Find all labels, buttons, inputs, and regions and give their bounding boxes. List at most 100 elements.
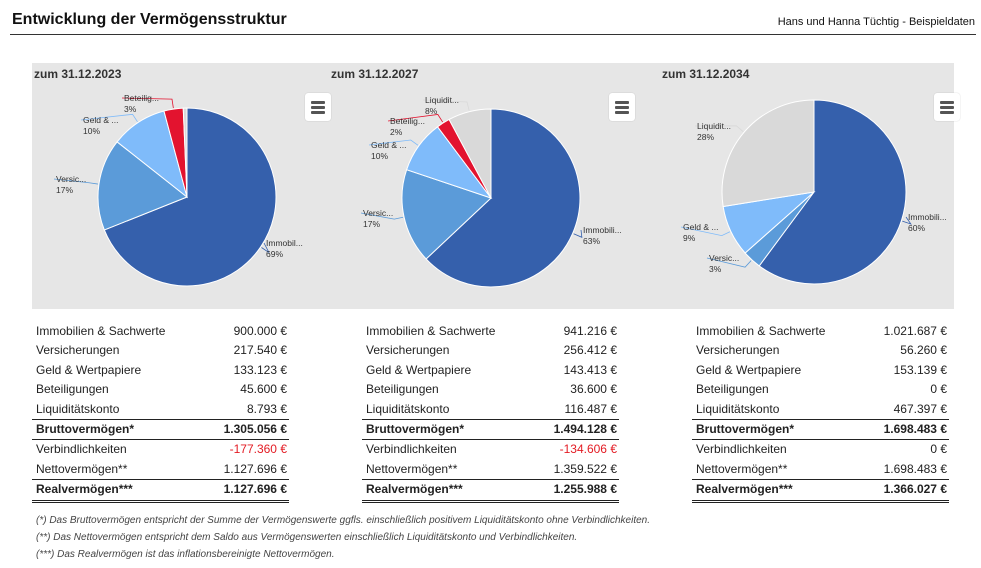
page-header: Entwicklung der Vermögensstruktur Hans u… xyxy=(10,8,976,35)
footnote: (*) Das Bruttovermögen entspricht der Su… xyxy=(36,515,650,526)
slice-label: Beteilig... xyxy=(390,116,425,126)
page-title: Entwicklung der Vermögensstruktur xyxy=(12,11,287,28)
label-connector xyxy=(387,114,444,123)
row-real: Realvermögen*** 1.366.027 € xyxy=(692,479,949,503)
asset-table-2034: Immobilien & Sachwerte 1.021.687 € Versich… xyxy=(692,322,949,503)
row-label: Immobilien & Sachwerte xyxy=(36,324,166,338)
slice-immobilien[interactable] xyxy=(425,108,581,288)
slice-immobilien[interactable] xyxy=(758,99,907,285)
row-beteiligungen: Beteiligungen 36.600 € xyxy=(362,380,619,399)
slice-versicherungen[interactable] xyxy=(401,169,492,260)
row-label: Realvermögen*** xyxy=(696,482,793,497)
slice-percent: 69% xyxy=(266,249,283,259)
slice-label: Versic... xyxy=(363,208,393,218)
chart-title: zum 31.12.2034 xyxy=(662,67,750,81)
slice-label: Geld & ... xyxy=(83,115,118,125)
slice-label: Immobil... xyxy=(266,238,303,248)
label-connector xyxy=(53,178,98,185)
row-label: Bruttovermögen* xyxy=(696,421,795,436)
row-value: 467.397 € xyxy=(893,401,947,416)
row-value: 8.793 € xyxy=(246,401,287,416)
slice-percent: 9% xyxy=(683,233,696,243)
slice-versicherungen[interactable] xyxy=(97,141,188,231)
row-brutto: Bruttovermögen* 1.698.483 € xyxy=(692,418,949,439)
row-value: 1.698.483 € xyxy=(883,421,947,436)
slice-immobilien[interactable] xyxy=(103,107,277,287)
chart-menu-button[interactable] xyxy=(934,93,960,121)
slice-label: Immobili... xyxy=(908,212,947,222)
row-label: Beteiligungen xyxy=(366,382,439,397)
slice-label: Versic... xyxy=(709,253,739,263)
chart-menu-button[interactable] xyxy=(305,93,331,121)
label-connector xyxy=(422,99,470,111)
slice-percent: 17% xyxy=(56,185,73,195)
row-label: Liquiditätskonto xyxy=(36,401,120,416)
slice-percent: 3% xyxy=(124,104,137,114)
pie-chart: Immobili...60% Versic...3% Geld & ...9% Liq… xyxy=(680,99,947,285)
hamburger-icon xyxy=(940,101,954,104)
client-subtitle: Hans und Hanna Tüchtig - Beispieldaten xyxy=(777,16,975,28)
slice-liquiditaet[interactable] xyxy=(448,108,492,199)
slice-percent: 8% xyxy=(425,106,438,116)
row-value: 217.540 € xyxy=(233,343,287,358)
slice-percent: 17% xyxy=(363,219,380,229)
row-verbindlichkeiten: Verbindlichkeiten 0 € xyxy=(692,439,949,459)
hamburger-icon xyxy=(311,101,325,104)
slice-percent: 28% xyxy=(697,132,714,142)
row-value: 941.216 € xyxy=(563,324,617,338)
chart-panel-2027: zum 31.12.2027 Immobili... 63% Versic... 17… xyxy=(329,63,659,309)
row-value: 0 € xyxy=(930,442,947,457)
chart-title: zum 31.12.2023 xyxy=(34,67,122,81)
label-connector xyxy=(368,139,419,146)
row-netto: Nettovermögen** 1.127.696 € xyxy=(32,460,289,479)
slice-percent: 60% xyxy=(908,223,925,233)
row-label: Nettovermögen** xyxy=(696,461,788,476)
row-value: 1.359.522 € xyxy=(553,461,617,476)
slice-label: Liquidit... xyxy=(425,95,459,105)
label-connector xyxy=(121,97,174,109)
row-value: 56.260 € xyxy=(900,343,947,358)
row-value: 143.413 € xyxy=(563,362,617,377)
row-label: Realvermögen*** xyxy=(36,482,133,497)
row-value: 1.021.687 € xyxy=(883,324,947,338)
row-immobilien: Immobilien & Sachwerte 941.216 € xyxy=(362,322,619,341)
row-value: -134.606 € xyxy=(559,442,617,457)
row-beteiligungen: Beteiligungen 45.600 € xyxy=(32,380,289,399)
slice-percent: 3% xyxy=(709,264,722,274)
row-label: Bruttovermögen* xyxy=(366,421,465,436)
row-value: 1.698.483 € xyxy=(883,461,947,476)
row-geld: Geld & Wertpapiere 143.413 € xyxy=(362,361,619,380)
slice-label: Beteilig... xyxy=(124,93,159,103)
row-versicherungen: Versicherungen 256.412 € xyxy=(362,341,619,360)
label-connector xyxy=(694,125,744,132)
row-label: Beteiligungen xyxy=(696,382,769,397)
row-real: Realvermögen*** 1.255.988 € xyxy=(362,479,619,503)
row-label: Immobilien & Sachwerte xyxy=(366,324,496,338)
row-beteiligungen: Beteiligungen 0 € xyxy=(692,380,949,399)
slice-label: Geld & ... xyxy=(371,140,406,150)
row-liquiditaet: Liquiditätskonto 8.793 € xyxy=(32,400,289,419)
footnote: (***) Das Realvermögen ist das inflation… xyxy=(36,549,335,560)
label-connector xyxy=(360,212,404,220)
row-value: 0 € xyxy=(930,382,947,397)
row-value: 45.600 € xyxy=(240,382,287,397)
label-connector xyxy=(261,242,270,253)
slice-percent: 10% xyxy=(83,126,100,136)
row-versicherungen: Versicherungen 217.540 € xyxy=(32,341,289,360)
row-label: Versicherungen xyxy=(696,343,780,358)
chart-panel-2023: zum 31.12.2023 Immobil... 69% Versic... 17%… xyxy=(32,63,331,309)
row-liquiditaet: Liquiditätskonto 467.397 € xyxy=(692,400,949,419)
slice-label: Versic... xyxy=(56,174,86,184)
chart-menu-button[interactable] xyxy=(609,93,635,121)
row-label: Realvermögen*** xyxy=(366,482,463,497)
footnote: (**) Das Nettovermögen entspricht dem Sa… xyxy=(36,532,578,543)
row-value: 256.412 € xyxy=(563,343,617,358)
slice-liquiditaet[interactable] xyxy=(182,107,188,198)
chart-title: zum 31.12.2027 xyxy=(331,67,419,81)
row-brutto: Bruttovermögen* 1.305.056 € xyxy=(32,418,289,439)
row-value: 1.127.696 € xyxy=(223,461,287,476)
slice-liquiditaet[interactable] xyxy=(721,99,815,208)
row-netto: Nettovermögen** 1.359.522 € xyxy=(362,460,619,479)
label-connector xyxy=(680,226,731,237)
row-real: Realvermögen*** 1.127.696 € xyxy=(32,479,289,503)
